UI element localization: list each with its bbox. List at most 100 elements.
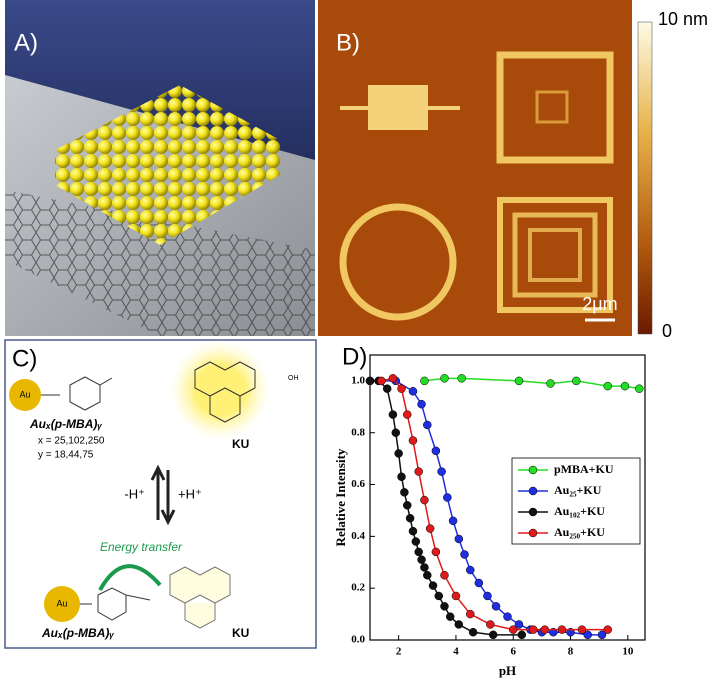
data-point [621,382,629,390]
scale-bar-label: 2μm [582,294,617,314]
data-point [389,411,397,419]
data-point [409,387,417,395]
data-point [423,571,431,579]
ku-label: KU [232,626,249,640]
data-point [475,579,483,587]
data-point [383,385,391,393]
data-point [449,517,457,525]
x-tick-label: 4 [453,646,459,658]
formula: Auₓ(p-MBA)ᵧ [41,626,114,640]
panel-a: A) [5,0,315,336]
data-point [546,380,554,388]
data-point [403,501,411,509]
y-tick-label: 0.8 [351,426,365,438]
data-point [489,631,497,639]
data-point [418,400,426,408]
ku-label: KU [232,437,249,451]
base-label: +H⁺ [178,486,202,501]
data-point [458,374,466,382]
panel-label: C) [12,345,37,372]
panel-b: 2μm B) 10 nm 0 [318,0,708,341]
data-point [435,592,443,600]
data-point [466,610,474,618]
data-point [406,514,414,522]
data-point [455,535,463,543]
data-point [429,582,437,590]
data-point [377,377,385,385]
data-point [389,374,397,382]
colorbar-max: 10 nm [658,9,708,29]
panel-c: C) Au Auₓ(p-MBA)ᵧ x = 25,102,250 y = 18,… [5,340,316,648]
x-tick-label: 6 [510,646,516,658]
oh-label: OH [288,375,299,382]
data-point [420,496,428,504]
acid-label: -H⁺ [124,486,145,501]
legend-marker [529,529,537,537]
y-tick-label: 0.4 [351,530,365,542]
legend-marker [529,466,537,474]
legend-label: Au₂₅+KU [554,483,602,497]
data-point [415,468,423,476]
data-point [420,563,428,571]
x-tick-label: 10 [622,646,634,658]
panel-label: D) [342,343,367,370]
data-point [438,468,446,476]
data-point [409,527,417,535]
data-point [409,437,417,445]
data-point [558,626,566,634]
data-point [469,628,477,636]
data-point [509,626,517,634]
data-point [518,631,526,639]
figure: A) 2μm B) 10 nm 0 C) Au Auₓ(p-MBA)ᵧ x = … [0,0,717,682]
data-point [492,602,500,610]
legend-marker [529,487,537,495]
data-point [452,592,460,600]
data-point [400,488,408,496]
data-point [398,385,406,393]
data-point [392,429,400,437]
au-label: Au [19,389,30,399]
data-point [395,449,403,457]
data-point [446,613,454,621]
data-point [412,538,420,546]
legend-marker [529,508,537,516]
data-point [440,374,448,382]
data-point [504,613,512,621]
legend-label: pMBA+KU [554,462,614,476]
x-tick-label: 8 [568,646,574,658]
data-point [635,385,643,393]
legend-label: Au₁₀₂+KU [554,504,605,518]
data-point [466,566,474,574]
data-point [541,626,549,634]
colorbar-min: 0 [662,321,672,341]
data-point [420,377,428,385]
y-tick-label: 0.2 [351,582,365,594]
energy-transfer: Energy transfer [100,540,183,554]
y-tick-label: 1.0 [351,374,365,386]
legend-label: Au₂₅₀+KU [554,525,605,539]
data-point [440,571,448,579]
data-point [578,626,586,634]
data-point [418,556,426,564]
data-point [432,548,440,556]
data-point [515,377,523,385]
panel-label: B) [336,29,360,56]
data-point [423,421,431,429]
data-point [415,548,423,556]
data-point [604,382,612,390]
data-point [366,377,374,385]
panel-label: A) [14,29,38,56]
y-axis-label: Relative Intensity [333,448,348,546]
data-point [426,525,434,533]
data-point [461,551,469,559]
data-point [483,592,491,600]
x-axis-label: pH [499,663,516,678]
data-point [398,473,406,481]
y-values: y = 18,44,75 [38,450,94,461]
formula: Auₓ(p-MBA)ᵧ [29,417,102,431]
data-point [486,620,494,628]
data-point [443,494,451,502]
x-tick-label: 2 [396,646,402,658]
data-point [432,447,440,455]
